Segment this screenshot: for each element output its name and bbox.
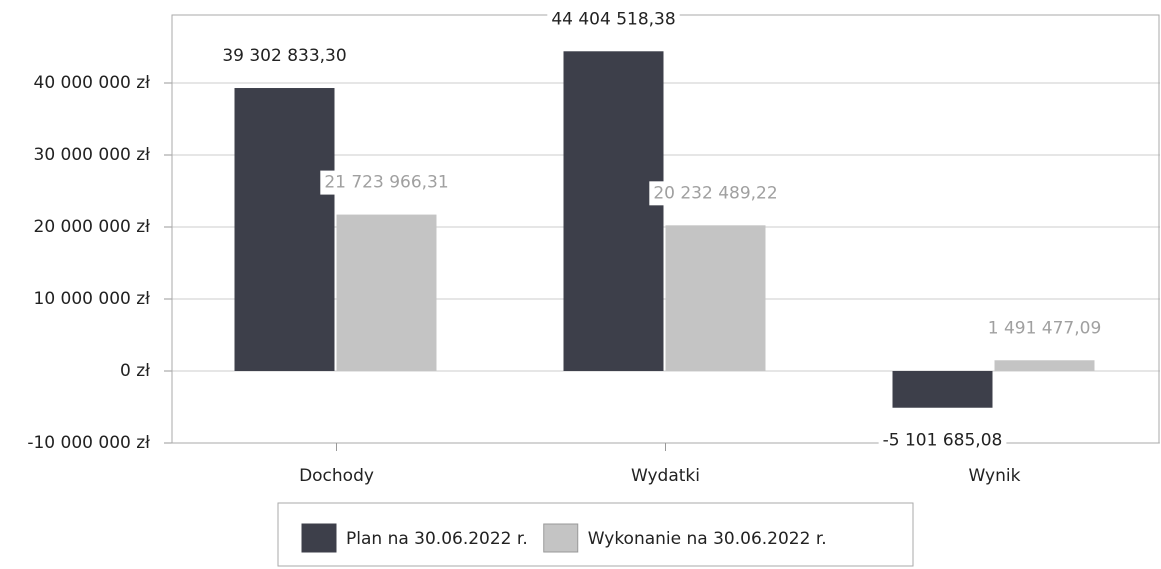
x-tick-label: Dochody: [299, 466, 374, 486]
label-bg: [878, 428, 1007, 453]
data-label: 20 232 489,22: [653, 183, 777, 203]
label-bg: [320, 170, 453, 195]
label-bg: [218, 44, 351, 69]
bar: [336, 214, 437, 371]
y-tick-label: 30 000 000 zł: [34, 145, 151, 165]
legend-swatch: [301, 523, 337, 553]
data-label: 21 723 966,31: [324, 173, 448, 193]
x-tick-label: Wynik: [969, 466, 1021, 486]
data-label: 39 302 833,30: [222, 46, 346, 66]
data-label: 1 491 477,09: [988, 318, 1102, 338]
label-bg: [547, 7, 680, 32]
label-bg: [983, 316, 1106, 341]
legend-label: Wykonanie na 30.06.2022 r.: [588, 529, 827, 549]
y-tick-label: -10 000 000 zł: [27, 433, 150, 453]
data-label: -5 101 685,08: [883, 431, 1003, 451]
bar: [563, 51, 664, 371]
bar: [665, 225, 766, 371]
data-label: 44 404 518,38: [551, 9, 675, 29]
bar: [892, 371, 993, 408]
legend-swatch: [543, 523, 579, 553]
x-tick-label: Wydatki: [631, 466, 700, 486]
legend-frame: [277, 502, 914, 567]
y-tick-label: 40 000 000 zł: [34, 73, 151, 93]
y-tick-label: 20 000 000 zł: [34, 217, 151, 237]
label-bg: [649, 181, 782, 206]
legend: Plan na 30.06.2022 r. Wykonanie na 30.06.…: [277, 502, 914, 567]
y-tick-label: 10 000 000 zł: [34, 289, 151, 309]
legend-label: Plan na 30.06.2022 r.: [346, 529, 528, 549]
bar: [234, 88, 335, 372]
y-tick-label: 0 zł: [120, 361, 150, 381]
bar: [994, 360, 1095, 371]
